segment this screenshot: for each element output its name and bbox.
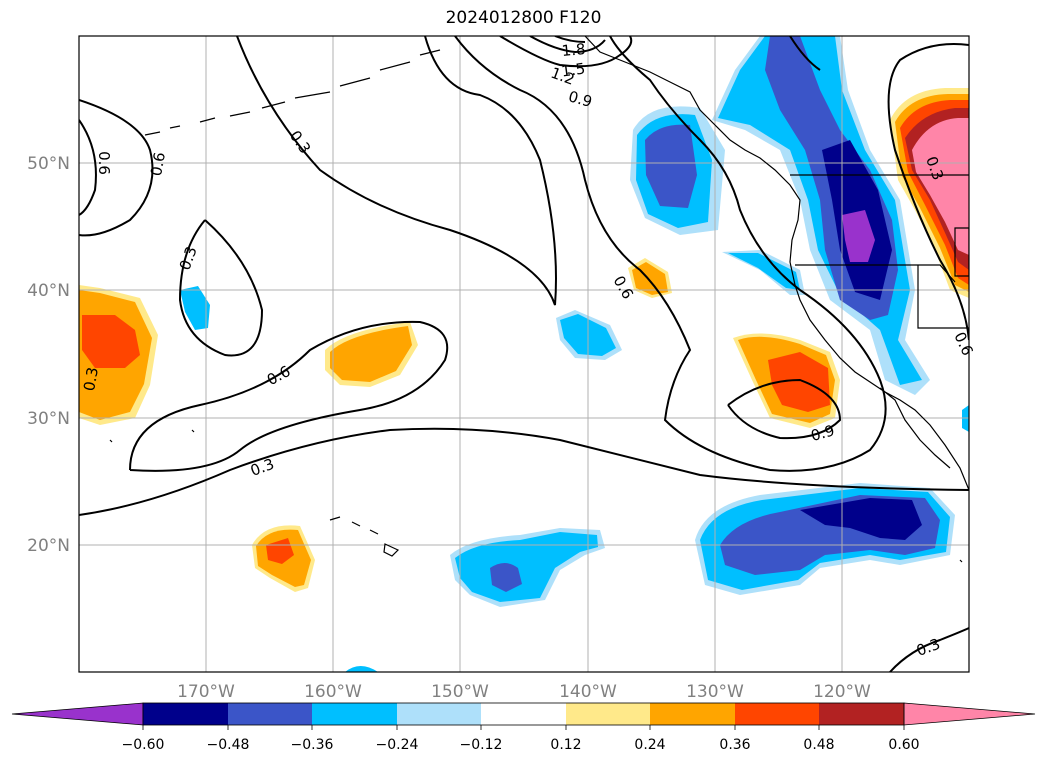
fill-neg-purple [842, 210, 875, 262]
lon-tick-label: 140°W [559, 682, 617, 702]
fill-neg-blue [345, 666, 378, 672]
lat-tick-label: 40°N [27, 281, 70, 301]
colorbar-segment [312, 703, 397, 725]
fill-pos-red [768, 352, 830, 412]
lon-tick-label: 170°W [177, 682, 235, 702]
lon-tick-label: 150°W [431, 682, 489, 702]
contour-label: 0.3 [914, 635, 943, 660]
contour-label: 0.6 [950, 329, 976, 358]
contour-label: 0.6 [95, 151, 113, 175]
gridlines [79, 36, 969, 672]
fill-neg-blue [180, 286, 210, 330]
contour-label: 1.5 [560, 59, 586, 80]
colorbar-segment [735, 703, 819, 725]
contour-lines [79, 36, 969, 672]
colorbar-tick-label: −0.12 [460, 737, 503, 753]
fill-neg-mid [490, 563, 522, 592]
anomaly-shading [79, 36, 969, 672]
contour-label: 0.9 [566, 87, 594, 111]
colorbar-extend-high [903, 702, 1036, 726]
fill-neg-dark [800, 498, 922, 540]
lat-tick-label: 50°N [27, 154, 70, 174]
lon-tick-label: 160°W [304, 682, 362, 702]
contour-label: 0.6 [264, 362, 294, 389]
colorbar-segment [819, 703, 904, 725]
coastlines [109, 36, 969, 563]
contour-label: 0.6 [147, 151, 169, 178]
colorbar-tick-label: 0.24 [634, 737, 665, 753]
contour-label: 0.3 [286, 127, 314, 157]
lon-tick-label: 120°W [813, 682, 871, 702]
colorbar-tick-label: 0.36 [719, 737, 750, 753]
colorbar-segment [566, 703, 650, 725]
lon-tick-label: 130°W [686, 682, 744, 702]
fill-pos-orange [330, 326, 412, 382]
lat-tick-label: 30°N [27, 409, 70, 429]
colorbar-tick-label: 0.48 [803, 737, 834, 753]
contour-label: 0.9 [809, 421, 837, 445]
colorbar-segment [650, 703, 735, 725]
colorbar-tick-label: −0.36 [291, 737, 334, 753]
colorbar-extend-low [11, 702, 144, 726]
colorbar-tick-label: 0.12 [550, 737, 581, 753]
colorbar-tick-label: −0.24 [376, 737, 419, 753]
colorbar-segment [397, 703, 481, 725]
colorbar-tick-label: −0.48 [207, 737, 250, 753]
colorbar-tick-label: 0.60 [888, 737, 919, 753]
lat-tick-label: 20°N [27, 536, 70, 556]
fill-neg-blue [455, 532, 598, 602]
colorbar-segment [481, 703, 566, 725]
map-title: 2024012800 F120 [445, 8, 602, 28]
fill-neg-mid [645, 124, 697, 208]
contour-label: 1.8 [561, 40, 586, 60]
contour-label: 0.3 [176, 244, 201, 273]
fill-pos-pink [912, 118, 969, 255]
longitude-labels: 170°W 160°W 150°W 140°W 130°W 120°W [177, 682, 871, 702]
colorbar-segment [143, 703, 228, 725]
colorbar: −0.60 −0.48 −0.36 −0.24 −0.12 0.12 0.24 … [11, 702, 1036, 753]
colorbar-tick-label: −0.60 [122, 737, 165, 753]
fill-neg-blue [728, 253, 800, 290]
latitude-labels: 20°N 30°N 40°N 50°N [27, 154, 70, 556]
fill-pos-red [82, 315, 140, 368]
contour-label: 0.3 [248, 455, 277, 480]
contour-label: 0.3 [80, 366, 102, 393]
plot-frame [78, 35, 970, 673]
colorbar-segment [228, 703, 312, 725]
